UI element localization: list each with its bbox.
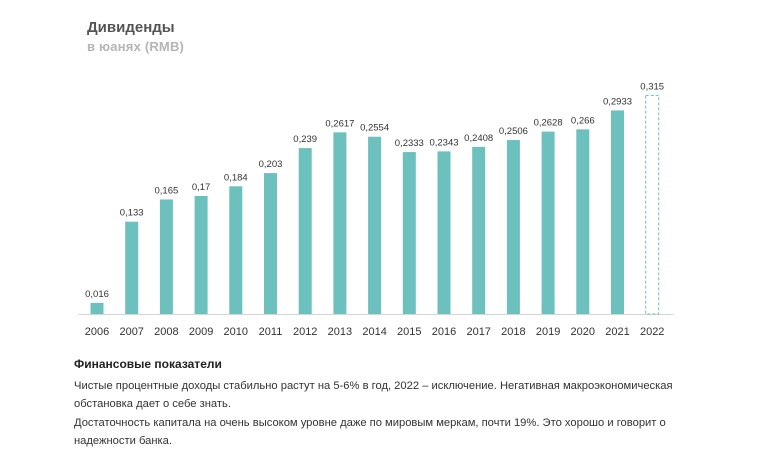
x-tick-2006: 2006	[85, 326, 109, 338]
bar-2021	[611, 110, 624, 315]
bar-2017	[472, 146, 486, 314]
data-label-2015: 0,2333	[395, 138, 424, 149]
bar-2015	[402, 152, 416, 314]
financials-paragraph-1: Чистые процентные доходы стабильно расту…	[74, 380, 673, 410]
data-label-2012: 0,239	[293, 134, 317, 145]
bar-2013	[333, 132, 347, 314]
bar-2011	[264, 173, 277, 314]
x-tick-2017: 2017	[466, 326, 490, 338]
x-tick-2016: 2016	[432, 326, 456, 338]
x-tick-2022: 2022	[640, 326, 664, 338]
bar-2008	[159, 199, 173, 314]
data-label-2009: 0,17	[192, 182, 211, 193]
data-label-2011: 0,203	[259, 159, 283, 170]
bar-2014	[368, 136, 382, 314]
chart-subtitle: в юанях (RMB)	[87, 39, 185, 54]
data-label-2021: 0,2933	[603, 96, 632, 107]
data-label-2007: 0,133	[120, 208, 144, 219]
data-label-2013: 0,2617	[325, 118, 354, 129]
data-label-2022: 0,315	[640, 81, 664, 92]
bar-2018	[506, 140, 520, 314]
bar-2016	[437, 151, 451, 314]
dividends-bar-chart: 0,016 2006 0,133 2007 0,165 2008 0,17 2009 0,184…	[79, 81, 673, 338]
data-label-2020: 0,266	[571, 115, 595, 126]
bar-2010	[229, 186, 243, 314]
data-label-2018: 0,2506	[499, 126, 528, 137]
data-label-2019: 0,2628	[534, 118, 563, 129]
data-label-2016: 0,2343	[429, 137, 458, 148]
data-label-2010: 0,184	[224, 172, 248, 183]
financials-heading: Финансовые показатели	[74, 357, 222, 371]
bar-2007	[125, 221, 139, 314]
x-tick-2012: 2012	[293, 326, 317, 338]
x-tick-2020: 2020	[571, 326, 595, 338]
bar-2020	[576, 129, 590, 314]
x-tick-2014: 2014	[362, 326, 386, 338]
bar-2012	[298, 148, 312, 314]
x-tick-2007: 2007	[119, 326, 143, 338]
data-label-2006: 0,016	[85, 289, 109, 300]
chart-title: Дивиденды	[87, 19, 175, 36]
data-label-2017: 0,2408	[464, 133, 493, 144]
x-tick-2021: 2021	[605, 326, 629, 338]
x-tick-2010: 2010	[224, 326, 248, 338]
x-tick-2009: 2009	[189, 326, 213, 338]
bar-2009	[194, 196, 208, 314]
x-tick-2011: 2011	[259, 326, 283, 338]
x-tick-2008: 2008	[154, 326, 178, 338]
x-tick-2013: 2013	[328, 326, 352, 338]
data-label-2008: 0,165	[155, 185, 179, 196]
x-tick-2015: 2015	[397, 326, 421, 338]
bar-2019	[541, 131, 555, 314]
bar-projected-2022	[645, 94, 660, 315]
x-tick-2018: 2018	[501, 326, 525, 338]
data-label-2014: 0,2554	[360, 123, 389, 134]
bar-2006	[90, 302, 104, 314]
financials-paragraph-2: Достаточность капитала на очень высоком …	[74, 417, 666, 447]
x-tick-2019: 2019	[536, 326, 560, 338]
